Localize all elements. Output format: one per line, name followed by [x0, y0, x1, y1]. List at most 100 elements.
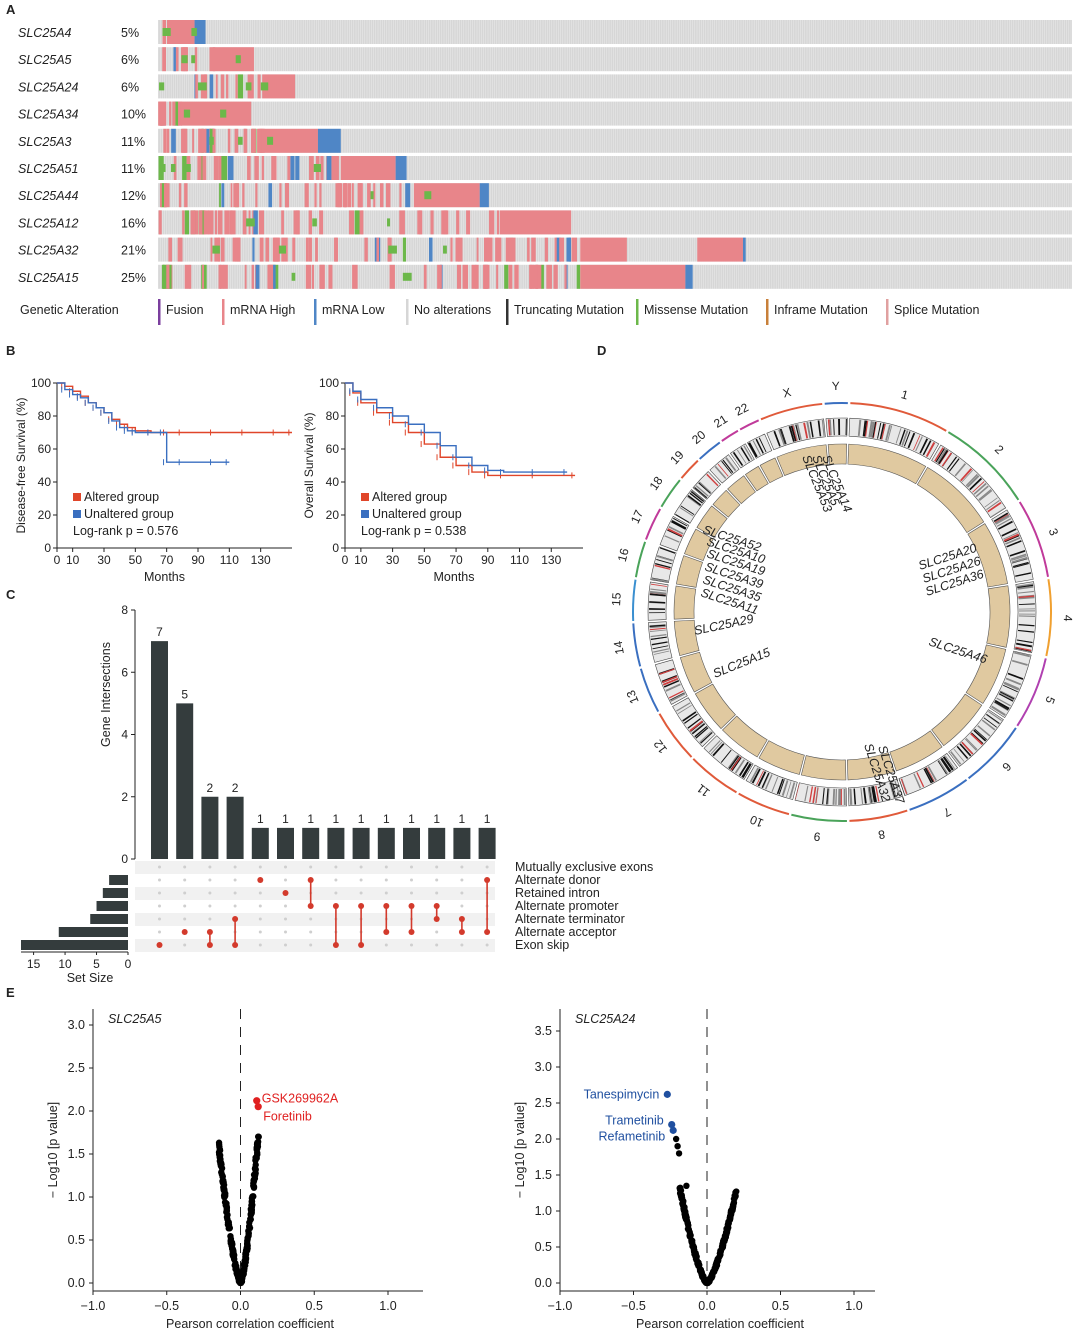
- alteration-cell: [292, 237, 296, 262]
- ideogram-band: [937, 760, 947, 775]
- ideogram-band: [689, 720, 704, 732]
- alteration-cell: [197, 156, 202, 180]
- gene-percent: 5%: [121, 26, 139, 40]
- panel-label-e: E: [6, 985, 15, 1000]
- ideogram-band: [1003, 533, 1019, 542]
- ideogram-band: [654, 562, 671, 569]
- ideogram-band: [649, 591, 667, 595]
- alteration-cell: [496, 210, 500, 235]
- alteration-cell: [319, 264, 325, 289]
- matrix-dot-off: [233, 904, 237, 908]
- chromosome-outer-arc: [1018, 501, 1049, 577]
- alteration-cell: [399, 210, 405, 235]
- alteration-cell: [218, 264, 222, 289]
- y-axis-label: − Log10 [p value]: [46, 1102, 60, 1198]
- ideogram-band: [1016, 639, 1033, 644]
- alteration-cell: [214, 210, 218, 235]
- gene-percent: 16%: [121, 216, 146, 230]
- drug-point: [229, 1252, 237, 1260]
- gene-percent: 11%: [121, 135, 145, 149]
- sample-columns: [157, 47, 1072, 72]
- ideogram-band: [698, 481, 712, 494]
- set-size-tick-label: 0: [125, 957, 132, 971]
- chromosome-track: [776, 444, 829, 476]
- alteration-cell: [168, 237, 173, 262]
- matrix-dot-on: [181, 929, 188, 935]
- matrix-dot-off: [334, 891, 338, 895]
- alteration-cell: [182, 156, 187, 180]
- matrix-dot-off: [384, 943, 388, 947]
- alteration-cell: [496, 264, 499, 289]
- drug-point: [252, 1154, 259, 1161]
- alteration-cell: [541, 264, 544, 289]
- ideogram-band: [821, 419, 825, 436]
- ideogram-band: [849, 788, 852, 805]
- chromosome-track: [722, 715, 768, 758]
- matrix-dot-off: [233, 865, 237, 869]
- ideogram-band: [936, 449, 947, 464]
- chromosome-track: [759, 457, 784, 484]
- alteration-cell: [437, 264, 442, 289]
- ideogram-band: [1004, 535, 1020, 543]
- alteration-cell: [230, 183, 233, 208]
- ideogram-band: [667, 528, 683, 537]
- matrix-dot-off: [258, 891, 262, 895]
- ideogram-band: [740, 447, 751, 462]
- ideogram-band: [761, 772, 770, 788]
- alteration-cell: [458, 237, 463, 262]
- drug-point: [680, 1206, 688, 1213]
- ideogram-band: [1018, 596, 1035, 600]
- drug-point: [221, 1187, 228, 1194]
- ideogram-band: [741, 763, 752, 779]
- ideogram-band: [863, 420, 868, 437]
- alteration-cell: [527, 237, 530, 262]
- alteration-cell: [200, 210, 203, 235]
- drug-point: [684, 1225, 692, 1233]
- alteration-cell: [429, 237, 433, 262]
- matrix-dot-off: [460, 878, 464, 882]
- ideogram-band: [1018, 608, 1035, 610]
- chromosome-label: 3: [1046, 526, 1062, 538]
- ideogram-band: [994, 514, 1010, 525]
- set-label: Alternate donor: [515, 873, 600, 887]
- matrix-dot-on: [156, 942, 163, 948]
- legend-swatch: [506, 299, 509, 325]
- matrix-dot-off: [183, 943, 187, 947]
- panel-label-d: D: [597, 343, 607, 358]
- alteration-cell: [402, 237, 407, 262]
- ideogram-band: [789, 782, 795, 799]
- y-tick-label: 60: [38, 442, 52, 456]
- alteration-cell: [169, 101, 172, 126]
- panel-label-b: B: [6, 343, 16, 358]
- x-axis-label: Pearson correlation coefficient: [636, 1317, 804, 1329]
- ideogram-band: [969, 477, 983, 491]
- ideogram-band: [838, 419, 841, 436]
- ideogram-band: [1005, 677, 1022, 686]
- bar-value-label: 1: [333, 812, 340, 826]
- y-tick-label: 3.0: [535, 1060, 552, 1074]
- drug-point: [672, 1135, 680, 1143]
- chromosome-track: [675, 555, 703, 588]
- alteration-cell: [251, 128, 256, 153]
- alteration-cell: [496, 237, 502, 262]
- drug-point: [695, 1261, 703, 1269]
- chromosome-outer-arc: [721, 429, 739, 442]
- ideogram-band: [913, 435, 921, 451]
- ideogram-band: [699, 731, 712, 743]
- chromosome-outer-arc: [1016, 658, 1047, 727]
- bar-value-label: 1: [459, 812, 466, 826]
- drug-point: [244, 1243, 251, 1251]
- ideogram-band: [1009, 550, 1026, 557]
- oncoprint-row-bg: [158, 183, 1072, 208]
- drug-point: [690, 1246, 698, 1253]
- ideogram-band: [860, 787, 864, 804]
- ideogram-band: [935, 448, 946, 463]
- ideogram-band: [663, 680, 680, 688]
- alteration-cell: [268, 264, 275, 289]
- alteration-cell: [352, 264, 358, 289]
- alteration-cell: [182, 210, 185, 235]
- chromosome-ideogram: [647, 581, 669, 621]
- ideogram-band: [943, 756, 954, 771]
- matrix-dot-off: [284, 930, 287, 934]
- ideogram-band: [835, 788, 838, 805]
